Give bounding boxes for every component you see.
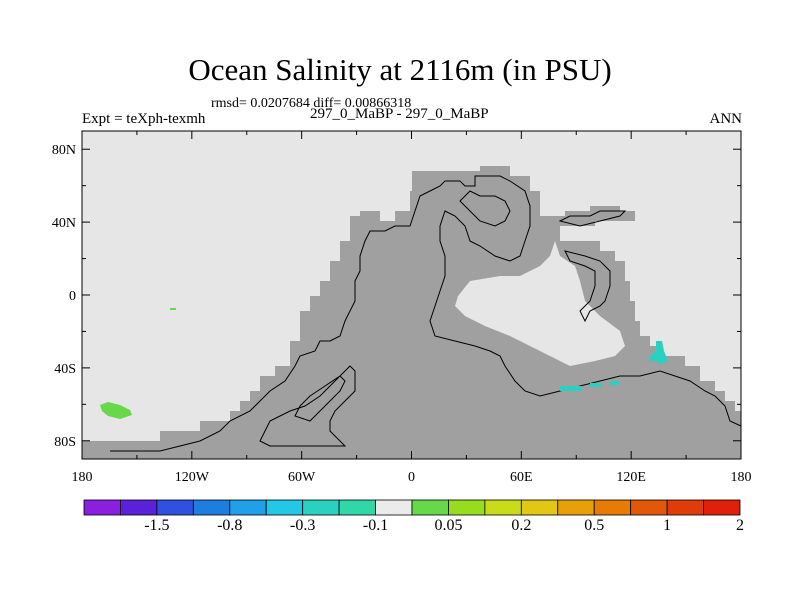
period-label: 297_0_MaBP - 297_0_MaBP xyxy=(310,106,489,122)
colorbar-swatch xyxy=(302,499,340,516)
colorbar-swatch xyxy=(265,499,304,516)
coastline-east-island xyxy=(558,210,627,227)
colorbar-swatch xyxy=(192,499,231,516)
anomaly-patches xyxy=(100,308,668,419)
positive-anomaly-patch xyxy=(100,402,132,419)
longitude-labels: 180 120W 60W 0 60E 120E 180 xyxy=(72,470,752,485)
positive-anomaly-dot xyxy=(170,308,176,310)
lon-tick-label: 120E xyxy=(616,470,646,485)
colorbar-label: 0.05 xyxy=(434,517,463,534)
colorbar-label: -0.3 xyxy=(289,517,316,534)
colorbar-swatch xyxy=(375,499,413,516)
experiment-label: Expt = teXph-texmh xyxy=(82,111,206,127)
colorbar-label: -0.8 xyxy=(217,517,243,534)
colorbar-swatch xyxy=(520,499,559,516)
lat-tick-label: 80N xyxy=(52,143,76,158)
colorbar-swatch xyxy=(666,499,704,516)
colorbar-label: -1.5 xyxy=(144,517,170,534)
stats-text: rmsd= 0.0207684 diff= 0.00866318 xyxy=(211,96,412,111)
colorbar-label: 1 xyxy=(663,517,672,534)
season-label: ANN xyxy=(709,111,743,127)
colorbar-swatch xyxy=(338,499,376,516)
lat-tick-label: 80S xyxy=(54,435,76,450)
lat-tick-label: 40N xyxy=(52,216,76,231)
colorbar-swatch xyxy=(83,499,121,516)
colorbar xyxy=(83,499,741,516)
axis-ticks xyxy=(81,131,742,459)
coastline-south-inner-2 xyxy=(294,375,346,422)
colorbar-swatch xyxy=(557,499,595,516)
coastline-east-arm xyxy=(564,250,611,323)
colorbar-swatch xyxy=(229,499,267,516)
colorbar-swatch xyxy=(120,499,158,516)
coastline-north xyxy=(459,190,511,227)
lon-tick-label: 180 xyxy=(731,470,752,485)
colorbar-swatch xyxy=(411,499,449,516)
lon-tick-label: 120W xyxy=(175,470,210,485)
coastline-outlines xyxy=(110,175,742,452)
colorbar-swatch xyxy=(630,499,668,516)
lat-tick-label: 40S xyxy=(54,362,76,377)
coastline-south-inner xyxy=(259,365,356,447)
negative-anomaly-patch-1 xyxy=(650,341,668,364)
colorbar-label: 2 xyxy=(736,517,744,534)
pangaea-land xyxy=(82,166,741,459)
lon-tick-label: 60E xyxy=(510,470,533,485)
colorbar-label: 0.5 xyxy=(584,517,605,534)
map-title: Ocean Salinity at 2116m (in PSU) xyxy=(188,52,612,87)
colorbar-swatch xyxy=(156,499,194,516)
lon-tick-label: 180 xyxy=(72,470,93,485)
colorbar-label: -0.1 xyxy=(362,517,389,534)
lon-tick-label: 0 xyxy=(408,470,415,485)
colorbar-label: 0.2 xyxy=(511,517,532,534)
negative-anomaly-patch-2 xyxy=(560,381,620,391)
colorbar-swatch xyxy=(484,499,522,516)
latitude-labels: 80N 40N 0 40S 80S xyxy=(52,143,76,450)
lat-tick-label: 0 xyxy=(69,289,76,304)
coastline-west xyxy=(110,175,742,452)
lon-tick-label: 60W xyxy=(288,470,316,485)
colorbar-swatch xyxy=(448,499,486,516)
colorbar-swatch xyxy=(593,499,632,516)
landmass xyxy=(82,166,741,459)
colorbar-swatch xyxy=(703,499,741,516)
